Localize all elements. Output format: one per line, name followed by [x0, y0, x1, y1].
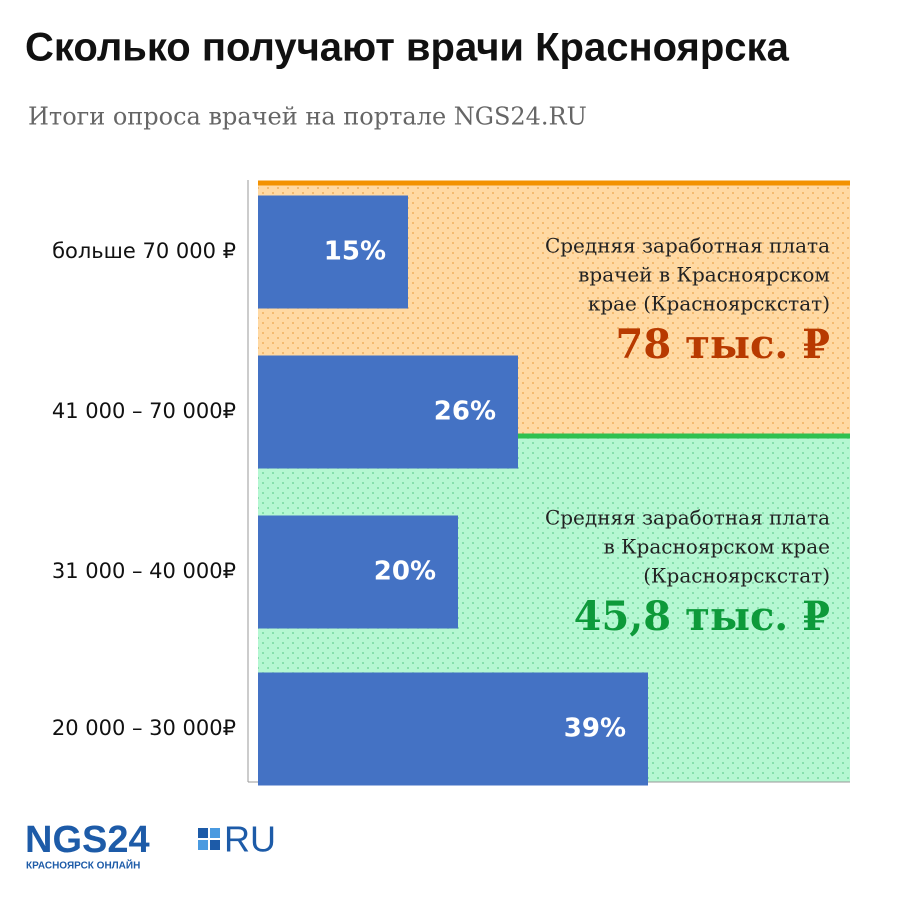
chart-title: Сколько получают врачи Красноярска	[25, 26, 790, 70]
annotation-text: в Красноярском крае	[603, 535, 830, 559]
value-label: 39%	[564, 714, 626, 744]
annotation-text: врачей в Красноярском	[578, 263, 830, 287]
logo-square	[198, 840, 208, 850]
value-label: 20%	[374, 557, 436, 587]
bar	[258, 515, 458, 629]
value-label: 26%	[434, 397, 496, 427]
logo-square	[198, 828, 208, 838]
logo-square	[210, 828, 220, 838]
y-tick-label: 31 000 – 40 000₽	[52, 559, 236, 583]
bar	[258, 672, 648, 786]
logo-square	[210, 840, 220, 850]
logo-name: NGS24	[25, 819, 150, 861]
logo-tagline: КРАСНОЯРСК ОНЛАЙН	[26, 859, 140, 872]
bar	[258, 355, 518, 469]
bar	[258, 195, 408, 309]
annotation-text: Средняя заработная плата	[545, 234, 830, 258]
annotation-value: 45,8 тыс. ₽	[574, 593, 830, 640]
y-tick-label: 20 000 – 30 000₽	[52, 716, 236, 740]
annotation-text: Средняя заработная плата	[545, 506, 830, 530]
chart-subtitle: Итоги опроса врачей на портале NGS24.RU	[28, 103, 587, 131]
y-tick-label: больше 70 000 ₽	[52, 239, 236, 263]
y-tick-label: 41 000 – 70 000₽	[52, 399, 236, 423]
annotation-value: 78 тыс. ₽	[615, 321, 830, 368]
annotation-text: (Красноярскстат)	[643, 564, 830, 588]
logo-domain: RU	[224, 819, 276, 860]
logo: NGS24 RU КРАСНОЯРСК ОНЛАЙН	[25, 819, 276, 872]
annotation-text: крае (Красноярскстат)	[588, 292, 830, 316]
value-label: 15%	[324, 237, 386, 267]
